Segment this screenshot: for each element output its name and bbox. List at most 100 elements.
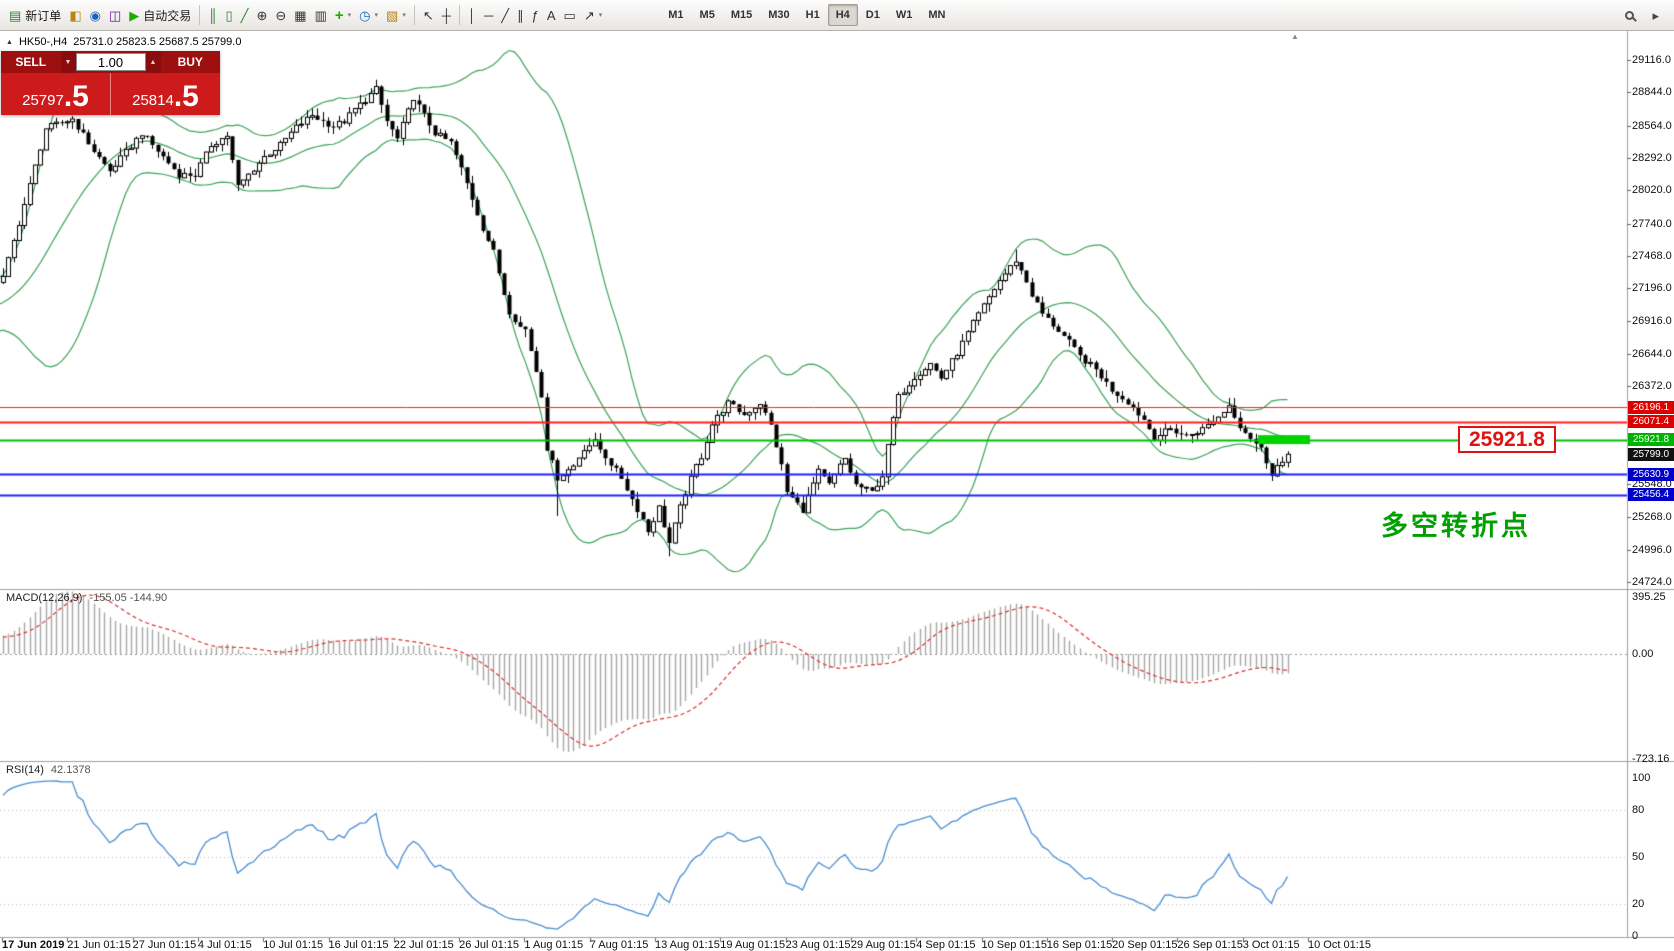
horizontal-line-icon: ─: [484, 7, 494, 23]
toolbar-separator: [413, 5, 415, 25]
arrange-charts-button[interactable]: ▥: [311, 3, 331, 27]
trendline-button[interactable]: ╱: [497, 3, 513, 27]
price-tag: 26071.4: [1628, 415, 1674, 429]
timeframe-d1[interactable]: D1: [865, 9, 880, 21]
vertical-line-icon: │: [467, 7, 477, 23]
strategy-navigator-button[interactable]: ◫: [105, 3, 125, 27]
macd-current-values: -155.05 -144.90: [89, 592, 168, 604]
new-order-button[interactable]: ▤ 新订单: [5, 3, 65, 27]
timeframe-m1[interactable]: M1: [668, 9, 684, 21]
new-order-icon: ▤: [9, 7, 22, 23]
one-click-panel-toggle-icon[interactable]: ▲: [6, 38, 13, 46]
candlestick-chart-button[interactable]: ▯: [221, 3, 236, 27]
tile-windows-button[interactable]: ▦: [290, 3, 310, 27]
time-axis-label: 13 Aug 01:15: [655, 939, 720, 951]
indicators-icon: +: [334, 6, 344, 24]
cursor-button[interactable]: ↖: [419, 3, 438, 27]
time-axis-label: 29 Aug 01:15: [850, 939, 916, 951]
shapes-icon: ↗: [583, 7, 595, 23]
time-axis-label: 3 Oct 01:15: [1242, 939, 1300, 951]
timeframe-m5[interactable]: M5: [699, 9, 715, 21]
time-axis-label: 10 Jul 01:15: [263, 939, 324, 951]
chart-shift-marker: ▲: [1291, 32, 1299, 41]
arrange-charts-icon: ▥: [314, 7, 327, 23]
search-button[interactable]: [1621, 3, 1638, 27]
channel-button[interactable]: ∥: [513, 3, 528, 27]
sell-price-fraction: .5: [63, 80, 89, 113]
toolbar-separator: [458, 5, 460, 25]
annotation-text[interactable]: 多空转折点: [1381, 511, 1531, 541]
time-axis-label: 23 Aug 01:15: [785, 939, 851, 951]
time-axis-label: 20 Sep 01:15: [1112, 939, 1178, 951]
time-axis-label: 16 Sep 01:15: [1046, 939, 1113, 951]
horizontal-line-button[interactable]: ─: [480, 3, 497, 27]
crosshair-button[interactable]: ┼: [438, 3, 455, 27]
zoom-in-icon: ⊕: [256, 7, 268, 23]
price-axis-label: 28844.0: [1632, 86, 1672, 99]
history-center-button[interactable]: ◧: [65, 3, 85, 27]
templates-icon: ▧: [386, 7, 399, 23]
rsi-axis-label: 0: [1632, 930, 1639, 942]
market-watch-button[interactable]: ◉: [86, 3, 105, 27]
timeframe-h1[interactable]: H1: [805, 9, 820, 21]
volume-input[interactable]: [75, 53, 146, 71]
buy-button[interactable]: BUY: [161, 55, 221, 69]
autotrading-button-label: 自动交易: [143, 8, 192, 23]
timeframe-m15[interactable]: M15: [730, 9, 753, 21]
buy-price-main: 25814: [132, 91, 174, 109]
rsi-name: RSI(14): [6, 764, 44, 776]
expand-toolbar-button[interactable]: ▸: [1648, 3, 1663, 27]
time-axis-label: 17 Jun 2019: [2, 939, 65, 951]
rsi-indicator-label: RSI(14) 42.1378: [6, 764, 91, 776]
text-button[interactable]: A: [543, 3, 560, 27]
price-tag: 25630.9: [1628, 467, 1674, 481]
chart-title: ▲ HK50-,H4 25731.0 25823.5 25687.5 25799…: [6, 36, 241, 48]
price-axis-label: 25268.0: [1632, 511, 1672, 524]
autotrading-button[interactable]: ▶ 自动交易: [125, 3, 195, 27]
crosshair-icon: ┼: [441, 7, 451, 23]
line-chart-button[interactable]: ╱: [237, 3, 253, 27]
zoom-out-button[interactable]: ⊖: [271, 3, 290, 27]
rsi-axis-label: 80: [1632, 803, 1645, 816]
cursor-icon: ↖: [422, 7, 434, 23]
timeframe-m30[interactable]: M30: [768, 9, 790, 21]
vertical-line-button[interactable]: │: [464, 3, 480, 27]
fibonacci-icon: ƒ: [531, 7, 539, 23]
time-axis-label: 19 Aug 01:15: [720, 939, 786, 951]
volume-decrease-icon[interactable]: ▼: [60, 51, 76, 73]
candlestick-chart-icon: ▯: [225, 7, 233, 23]
volume-increase-icon[interactable]: ▲: [145, 51, 161, 73]
bar-chart-button[interactable]: ║: [204, 3, 221, 27]
periods-button[interactable]: ◷ ▾: [355, 3, 382, 27]
label-button[interactable]: ▭: [560, 3, 580, 27]
new-order-button-label: 新订单: [25, 8, 62, 23]
timeframe-group: M1 M5 M15 M30 H1 H4 D1 W1 MN: [660, 4, 953, 26]
shapes-button[interactable]: ↗ ▾: [580, 3, 606, 27]
one-click-trading-panel: SELL ▼ ▲ BUY 25797.5 25814.5: [1, 51, 220, 115]
price-tag: 25456.4: [1628, 488, 1674, 502]
price-axis-label: 28020.0: [1632, 184, 1672, 197]
bar-chart-icon: ║: [208, 7, 218, 23]
autotrading-icon: ▶: [129, 7, 140, 23]
templates-button[interactable]: ▧ ▾: [382, 3, 410, 27]
indicators-button[interactable]: + ▾: [331, 3, 355, 27]
macd-axis-label: 395.25: [1632, 590, 1666, 603]
time-axis-label: 10 Sep 01:15: [981, 939, 1047, 951]
timeframe-h4[interactable]: H4: [827, 4, 858, 26]
fibonacci-button[interactable]: ƒ: [528, 3, 543, 27]
zoom-in-button[interactable]: ⊕: [252, 3, 271, 27]
timeframe-w1[interactable]: W1: [895, 9, 913, 21]
buy-price-button[interactable]: 25814.5: [110, 73, 220, 115]
rsi-axis-label: 50: [1632, 851, 1645, 863]
sell-price-button[interactable]: 25797.5: [1, 73, 110, 115]
macd-indicator-label: MACD(12,26,9) -155.05 -144.90: [6, 592, 167, 604]
sell-button[interactable]: SELL: [1, 55, 61, 69]
time-axis-label: 4 Sep 01:15: [916, 939, 976, 951]
price-axis-label: 24996.0: [1632, 543, 1672, 556]
price-axis-label: 27740.0: [1632, 217, 1672, 230]
timeframe-mn[interactable]: MN: [928, 9, 946, 21]
macd-axis-label: -723.16: [1632, 752, 1670, 765]
tile-windows-icon: ▦: [294, 7, 307, 23]
price-callout[interactable]: 25921.8: [1458, 426, 1556, 453]
